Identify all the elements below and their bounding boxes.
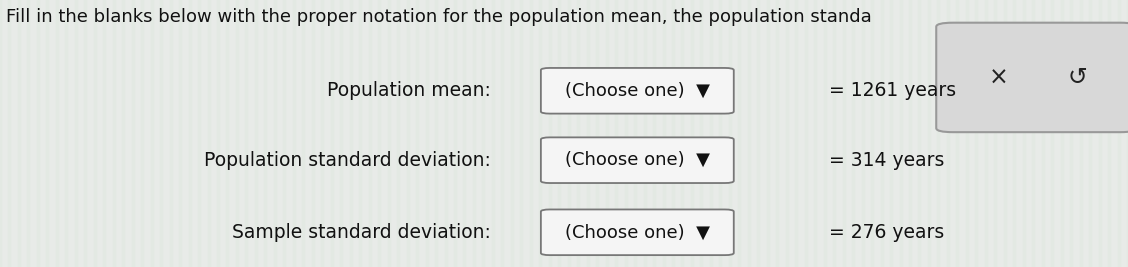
Text: = 1261 years: = 1261 years	[829, 81, 957, 100]
FancyBboxPatch shape	[936, 23, 1128, 132]
Text: (Choose one)  ▼: (Choose one) ▼	[565, 151, 710, 169]
Text: = 314 years: = 314 years	[829, 151, 944, 170]
Text: = 276 years: = 276 years	[829, 223, 944, 242]
Text: Fill in the blanks below with the proper notation for the population mean, the p: Fill in the blanks below with the proper…	[6, 8, 872, 26]
FancyBboxPatch shape	[540, 137, 733, 183]
Text: Population mean:: Population mean:	[327, 81, 491, 100]
Text: Sample standard deviation:: Sample standard deviation:	[232, 223, 491, 242]
Text: ×: ×	[988, 65, 1008, 89]
Text: ↺: ↺	[1067, 65, 1087, 89]
Text: (Choose one)  ▼: (Choose one) ▼	[565, 82, 710, 100]
Text: Population standard deviation:: Population standard deviation:	[204, 151, 491, 170]
FancyBboxPatch shape	[540, 209, 733, 255]
Text: (Choose one)  ▼: (Choose one) ▼	[565, 223, 710, 241]
FancyBboxPatch shape	[540, 68, 733, 114]
